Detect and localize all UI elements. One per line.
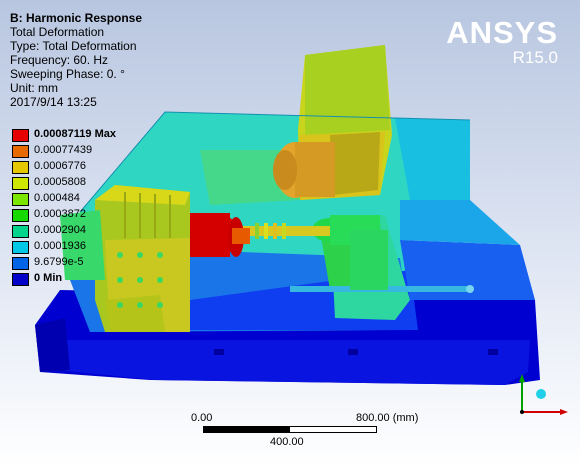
screw-thread xyxy=(282,223,286,239)
legend-value: 0.0002904 xyxy=(34,224,86,236)
bolt xyxy=(157,302,163,308)
legend-swatch xyxy=(12,145,29,158)
legend-row[interactable]: 0.00087119 Max xyxy=(12,126,152,142)
legend-value: 0.0003872 xyxy=(34,208,86,220)
legend-swatch xyxy=(12,209,29,222)
legend-value: 0.00087119 Max xyxy=(34,128,116,140)
bolt xyxy=(117,302,123,308)
legend-row[interactable]: 0.0006776 xyxy=(12,158,152,174)
ansys-logo: ANSYS R15.0 xyxy=(446,16,558,68)
contour-legend[interactable]: 0.00087119 Max 0.00077439 0.0006776 0.00058… xyxy=(12,126,152,286)
result-info: B: Harmonic Response Total Deformation T… xyxy=(10,11,142,109)
analysis-title: B: Harmonic Response xyxy=(10,11,142,25)
legend-value: 0.0006776 xyxy=(34,160,86,172)
legend-swatch xyxy=(12,193,29,206)
base-plate-shade xyxy=(35,318,70,372)
triad-x-arrow xyxy=(560,409,568,415)
right-bracket-face xyxy=(400,200,520,245)
upper-motor-cap xyxy=(273,150,297,190)
legend-value: 0.00077439 xyxy=(34,144,92,156)
hole xyxy=(488,349,498,355)
frequency: Frequency: 60. Hz xyxy=(10,53,142,67)
legend-swatch xyxy=(12,241,29,254)
legend-row[interactable]: 0.00077439 xyxy=(12,142,152,158)
legend-row[interactable]: 0.0002904 xyxy=(12,222,152,238)
red-motor-body xyxy=(190,213,230,257)
timestamp: 2017/9/14 13:25 xyxy=(10,95,142,109)
legend-swatch xyxy=(12,177,29,190)
upper-motor-body xyxy=(295,142,335,197)
spindle-lower xyxy=(350,230,388,290)
unit: Unit: mm xyxy=(10,81,142,95)
screw-thread xyxy=(255,223,259,239)
version-text: R15.0 xyxy=(446,48,558,68)
gearbox-lower xyxy=(105,295,165,332)
legend-value: 0 Min xyxy=(34,272,62,284)
triad-iso-sphere xyxy=(536,389,546,399)
legend-value: 0.000484 xyxy=(34,192,80,204)
logo-text: ANSYS xyxy=(446,16,558,50)
legend-swatch xyxy=(12,129,29,142)
legend-swatch xyxy=(12,161,29,174)
sweeping-phase: Sweeping Phase: 0. ° xyxy=(10,67,142,81)
axis-triad[interactable] xyxy=(506,372,576,422)
screw-thread xyxy=(273,223,277,239)
legend-swatch xyxy=(12,257,29,270)
legend-swatch xyxy=(12,225,29,238)
legend-row[interactable]: 0.0005808 xyxy=(12,174,152,190)
legend-row[interactable]: 0.000484 xyxy=(12,190,152,206)
triad-y-arrow xyxy=(519,374,525,382)
bolt xyxy=(157,277,163,283)
legend-row[interactable]: 0 Min xyxy=(12,270,152,286)
result-name: Total Deformation xyxy=(10,25,142,39)
legend-value: 0.0005808 xyxy=(34,176,86,188)
triad-origin xyxy=(520,410,524,414)
hole xyxy=(348,349,358,355)
legend-value: 0.0001936 xyxy=(34,240,86,252)
legend-row[interactable]: 0.0001936 xyxy=(12,238,152,254)
bolt xyxy=(157,252,163,258)
legend-row[interactable]: 0.0003872 xyxy=(12,206,152,222)
top-block-side xyxy=(305,45,390,135)
hole xyxy=(214,349,224,355)
legend-row[interactable]: 9.6799e-5 xyxy=(12,254,152,270)
top-block-shadow xyxy=(330,132,380,195)
result-type: Type: Total Deformation xyxy=(10,39,142,53)
screw-thread xyxy=(264,223,268,239)
legend-value: 9.6799e-5 xyxy=(34,256,84,268)
shaft-end xyxy=(466,285,474,293)
red-motor-neck xyxy=(232,228,250,244)
bolt xyxy=(137,302,143,308)
legend-swatch xyxy=(12,273,29,286)
